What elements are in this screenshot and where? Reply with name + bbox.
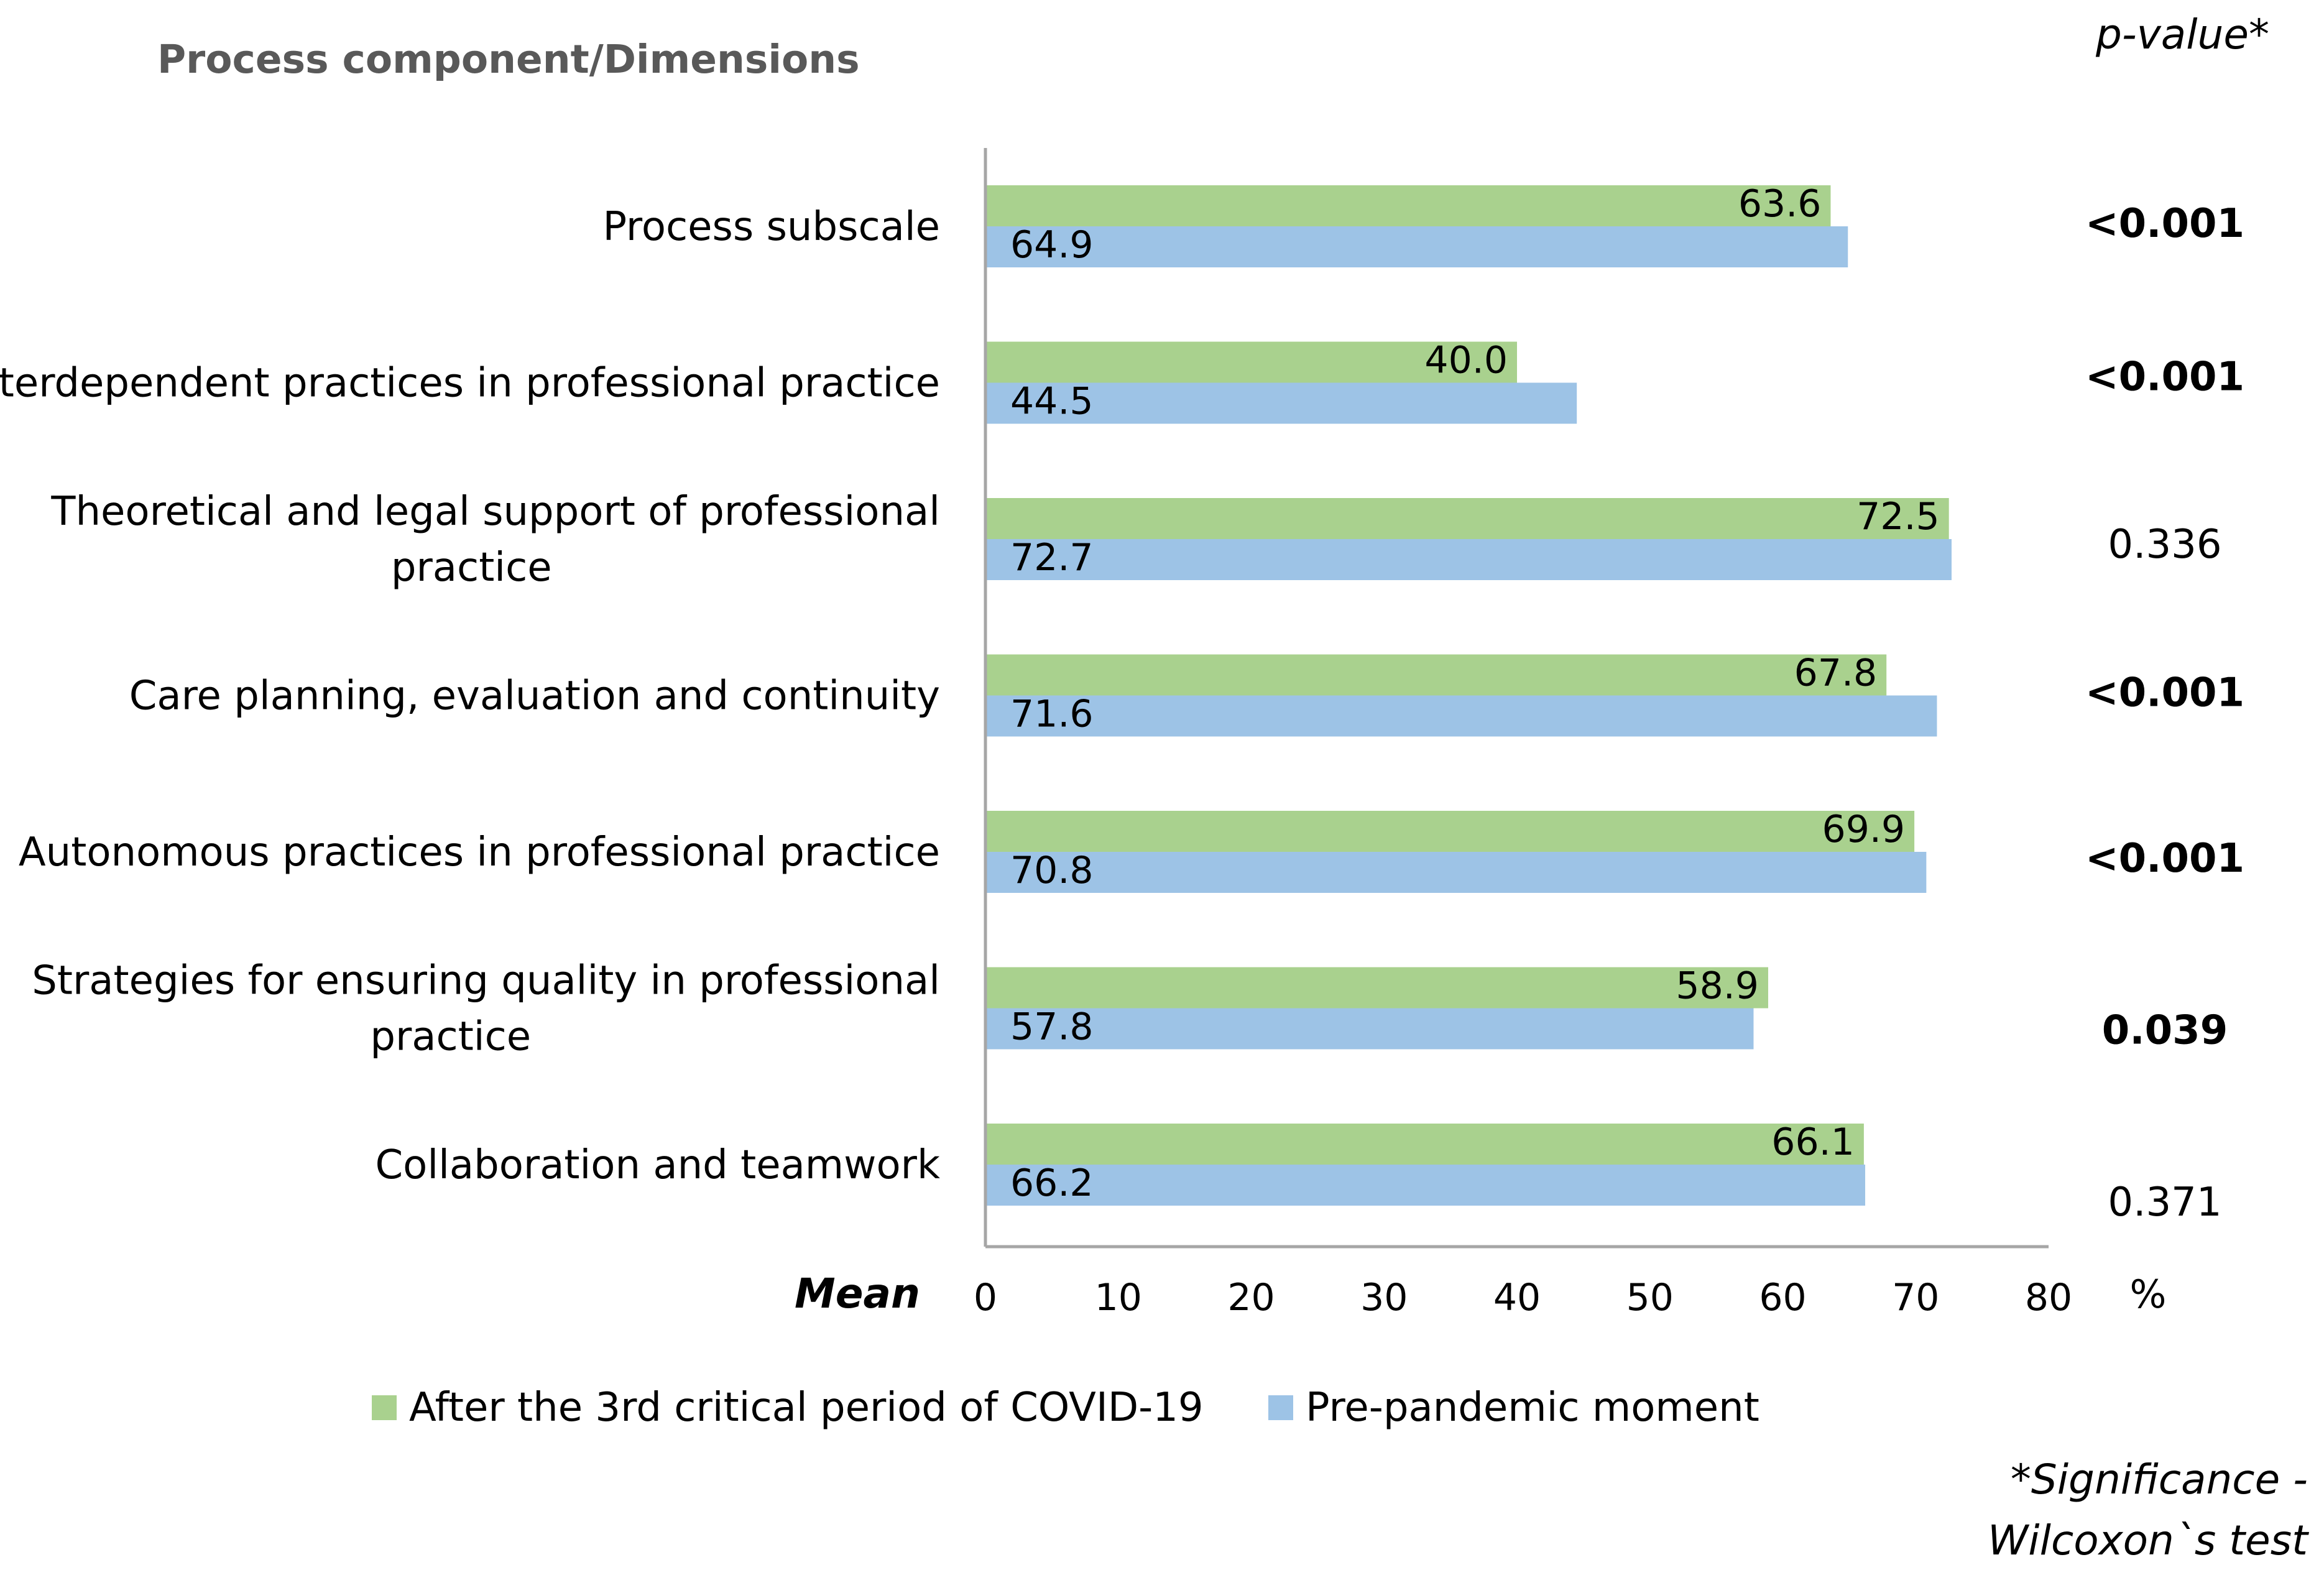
data-label-after-covid: 63.6	[1738, 182, 1822, 226]
footnote-line: *Significance -	[2011, 1456, 2308, 1503]
x-tick-label: 80	[2025, 1276, 2072, 1319]
bar-after-covid	[985, 498, 1949, 539]
legend-label: After the 3rd critical period of COVID-1…	[409, 1385, 1204, 1431]
bar-after-covid	[985, 967, 1768, 1009]
bar-after-covid	[985, 1124, 1864, 1165]
bar-after-covid	[985, 185, 1831, 226]
bar-pre-pandemic	[985, 852, 1927, 893]
legend: After the 3rd critical period of COVID-1…	[372, 1385, 1759, 1431]
category-label: Interdependent practices in professional…	[0, 361, 940, 407]
p-value: 0.371	[2108, 1180, 2221, 1226]
bar-pre-pandemic	[985, 695, 1937, 737]
footnote-line: Wilcoxon`s test	[1988, 1517, 2309, 1564]
p-value: <0.001	[2085, 201, 2244, 247]
category-label: practice	[370, 1014, 531, 1060]
p-value: <0.001	[2085, 836, 2244, 882]
data-label-pre-pandemic: 44.5	[1010, 380, 1094, 423]
p-value: <0.001	[2085, 670, 2244, 716]
data-label-pre-pandemic: 70.8	[1010, 849, 1094, 892]
category-label: Strategies for ensuring quality in profe…	[32, 958, 940, 1004]
p-value: 0.336	[2108, 522, 2221, 568]
legend-swatch	[1268, 1395, 1293, 1420]
bar-after-covid	[985, 654, 1887, 696]
x-tick-label: 60	[1759, 1276, 1806, 1319]
x-tick-label: 40	[1493, 1276, 1541, 1319]
x-axis-label: Mean	[795, 1270, 920, 1318]
axis-layer: 0 10 20 30 40 50 60 70 80	[974, 148, 2072, 1319]
category-label: Autonomous practices in professional pra…	[19, 829, 940, 875]
legend-swatch	[372, 1395, 397, 1420]
p-value: <0.001	[2085, 354, 2244, 400]
data-label-after-covid: 72.5	[1856, 495, 1940, 538]
legend-label: Pre-pandemic moment	[1306, 1385, 1759, 1431]
data-label-after-covid: 66.1	[1771, 1120, 1855, 1164]
bar-after-covid	[985, 811, 1915, 852]
bar-pre-pandemic	[985, 1008, 1754, 1050]
data-label-pre-pandemic: 71.6	[1010, 693, 1094, 736]
x-tick-label: 50	[1626, 1276, 1674, 1319]
data-label-pre-pandemic: 64.9	[1010, 223, 1094, 267]
category-label: Collaboration and teamwork	[375, 1142, 940, 1188]
data-label-after-covid: 40.0	[1424, 339, 1508, 382]
category-label: Theoretical and legal support of profess…	[50, 489, 940, 535]
x-tick-label: 20	[1227, 1276, 1275, 1319]
category-label: practice	[391, 545, 552, 591]
x-tick-label: 70	[1892, 1276, 1939, 1319]
p-value: 0.039	[2102, 1008, 2228, 1054]
x-tick-label: 10	[1095, 1276, 1142, 1319]
data-label-after-covid: 58.9	[1676, 964, 1759, 1008]
x-axis-unit: %	[2130, 1272, 2167, 1317]
x-tick-label: 30	[1360, 1276, 1408, 1319]
footnote: *Significance - Wilcoxon`s test	[1988, 1456, 2309, 1564]
bar-after-covid	[985, 341, 1517, 383]
x-tick-label: 0	[974, 1276, 997, 1319]
bar-pre-pandemic	[985, 226, 1848, 267]
data-label-pre-pandemic: 57.8	[1010, 1005, 1094, 1049]
data-label-pre-pandemic: 66.2	[1010, 1161, 1094, 1205]
p-value-header: p-value*	[2095, 11, 2269, 58]
bar-pre-pandemic	[985, 539, 1952, 580]
bar-pre-pandemic	[985, 382, 1577, 424]
bars-layer	[985, 185, 1952, 1206]
chart-title: Process component/Dimensions	[157, 37, 860, 82]
category-label: Process subscale	[602, 204, 940, 250]
data-label-pre-pandemic: 72.7	[1010, 536, 1094, 580]
data-label-after-covid: 67.8	[1794, 652, 1878, 695]
category-label: Care planning, evaluation and continuity	[129, 673, 940, 719]
bar-pre-pandemic	[985, 1165, 1866, 1206]
labels-layer: Process subscale 63.6 64.9 <0.001 Interdepen…	[0, 182, 2244, 1226]
data-label-after-covid: 69.9	[1822, 808, 1906, 851]
